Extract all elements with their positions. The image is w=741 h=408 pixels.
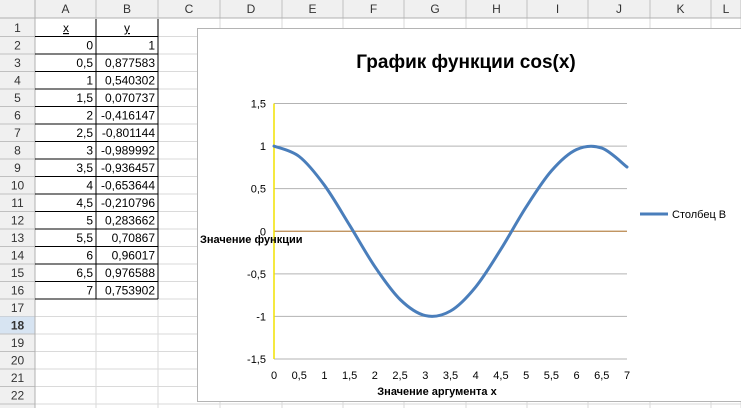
cell-a[interactable]: 2	[86, 109, 93, 123]
cell-a[interactable]: 2,5	[76, 126, 93, 140]
cell-b[interactable]: -0,416147	[101, 109, 155, 123]
row-header[interactable]: 16	[11, 284, 25, 298]
cell-a[interactable]: 3	[86, 144, 93, 158]
row-header[interactable]: 17	[11, 301, 25, 315]
cell-b[interactable]: 0,753902	[105, 284, 155, 298]
cell-a[interactable]: 0,5	[76, 56, 93, 70]
row-header[interactable]: 3	[14, 56, 21, 70]
x-tick-label: 7	[624, 370, 630, 382]
cell-a[interactable]: 3,5	[76, 161, 93, 175]
column-header[interactable]: F	[370, 2, 377, 16]
cell-a1[interactable]: x	[63, 21, 69, 35]
cell-a[interactable]: 5,5	[76, 231, 93, 245]
cell-b[interactable]: -0,801144	[102, 126, 155, 140]
x-tick-label: 0	[271, 370, 277, 382]
x-axis-label: Значение аргумента x	[377, 386, 497, 398]
column-header[interactable]: H	[492, 2, 501, 16]
cell-b[interactable]: 1	[148, 39, 155, 53]
y-tick-label: -1	[256, 311, 266, 323]
cell-a[interactable]: 5	[86, 214, 93, 228]
column-header[interactable]: E	[308, 2, 316, 16]
row-header[interactable]: 11	[11, 196, 24, 210]
column-header[interactable]: C	[185, 2, 194, 16]
row-header[interactable]: 4	[14, 74, 21, 88]
legend: Столбец B	[640, 209, 726, 221]
chart-title: График функции cos(x)	[356, 52, 576, 73]
row-header[interactable]: 9	[14, 161, 21, 175]
row-header[interactable]: 15	[11, 266, 25, 280]
row-header[interactable]: 2	[14, 39, 21, 53]
y-tick-label: 1,5	[251, 99, 266, 111]
row-header[interactable]: 10	[11, 179, 25, 193]
x-tick-label: 4	[473, 370, 479, 382]
y-tick-label: 1	[260, 141, 266, 153]
row-header-selected[interactable]	[0, 316, 35, 335]
cell-a[interactable]: 6	[86, 249, 93, 263]
x-tick-label: 5	[523, 370, 529, 382]
x-tick-label: 3	[422, 370, 428, 382]
x-tick-label: 2	[372, 370, 378, 382]
cell-b[interactable]: -0,936457	[101, 161, 155, 175]
column-header[interactable]: K	[676, 2, 684, 16]
row-header[interactable]: 14	[11, 249, 25, 263]
cell-a[interactable]: 0	[86, 39, 93, 53]
row-header[interactable]: 22	[11, 389, 25, 403]
x-tick-label: 6	[574, 370, 580, 382]
cell-a[interactable]: 1,5	[76, 91, 93, 105]
column-header[interactable]: J	[616, 2, 622, 16]
row-header[interactable]: 18	[11, 319, 25, 333]
y-tick-label: 0,5	[251, 184, 266, 196]
y-tick-label: 0	[260, 226, 266, 238]
column-header[interactable]: A	[61, 2, 69, 16]
cell-b[interactable]: -0,989992	[101, 144, 155, 158]
legend-label: Столбец B	[672, 209, 726, 221]
row-header[interactable]: 19	[11, 336, 25, 350]
x-tick-label: 4,5	[493, 370, 508, 382]
x-tick-label: 6,5	[594, 370, 609, 382]
column-header[interactable]: D	[247, 2, 256, 16]
y-tick-label: -0,5	[247, 269, 266, 281]
row-header[interactable]: 21	[11, 371, 25, 385]
cell-b1[interactable]: y	[124, 21, 130, 35]
y-axis-label: Значение функции	[200, 234, 303, 246]
x-tick-label: 3,5	[443, 370, 458, 382]
x-tick-label: 0,5	[292, 370, 307, 382]
column-header[interactable]: L	[723, 2, 730, 16]
cell-b[interactable]: -0,210796	[101, 196, 155, 210]
cell-a[interactable]: 7	[86, 284, 93, 298]
y-tick-label: -1,5	[247, 354, 266, 366]
cell-b[interactable]: 0,877583	[105, 56, 155, 70]
x-tick-label: 2,5	[392, 370, 407, 382]
x-tick-label: 5,5	[544, 370, 559, 382]
series-line-column-b	[272, 144, 629, 318]
cell-b[interactable]: -0,653644	[101, 179, 155, 193]
cell-b[interactable]: 0,976588	[105, 266, 155, 280]
cell-b[interactable]: 0,283662	[105, 214, 155, 228]
row-header[interactable]: 6	[14, 109, 21, 123]
x-tick-label: 1,5	[342, 370, 357, 382]
column-header[interactable]: G	[430, 2, 439, 16]
column-header[interactable]: B	[123, 2, 131, 16]
cell-a[interactable]: 4,5	[76, 196, 93, 210]
row-header[interactable]: 1	[14, 21, 21, 35]
row-header[interactable]: 20	[11, 354, 25, 368]
cell-b[interactable]: 0,96017	[112, 249, 156, 263]
cell-a[interactable]: 4	[86, 179, 93, 193]
cell-b[interactable]: 0,540302	[105, 74, 155, 88]
cell-a[interactable]: 6,5	[76, 266, 93, 280]
cell-b[interactable]: 0,070737	[105, 91, 155, 105]
row-header[interactable]: 5	[14, 91, 21, 105]
row-header[interactable]: 13	[11, 231, 25, 245]
cell-a[interactable]: 1	[86, 74, 93, 88]
cell-b[interactable]: 0,70867	[112, 231, 156, 245]
column-header[interactable]: I	[556, 2, 559, 16]
row-header[interactable]: 7	[14, 126, 21, 140]
row-header[interactable]: 12	[11, 214, 25, 228]
x-tick-label: 1	[321, 370, 327, 382]
row-header[interactable]: 8	[14, 144, 21, 158]
